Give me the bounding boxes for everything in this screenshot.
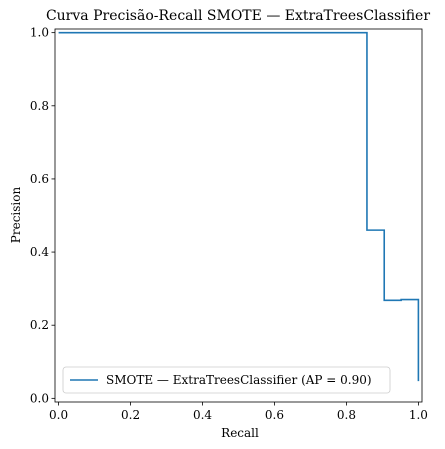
x-tick-label: 1.0: [409, 408, 428, 422]
y-tick-label: 0.2: [30, 318, 49, 332]
plot-area: [55, 29, 422, 402]
y-axis-label: Precision: [9, 187, 23, 244]
legend: SMOTE — ExtraTreesClassifier (AP = 0.90): [62, 366, 391, 394]
x-tick-label: 0.4: [193, 408, 212, 422]
y-tick-label: 1.0: [30, 26, 49, 40]
x-tick-label: 0.2: [121, 408, 140, 422]
x-axis-label: Recall: [221, 426, 259, 440]
legend-entry: SMOTE — ExtraTreesClassifier (AP = 0.90): [106, 373, 372, 387]
x-tick-label: 0.0: [49, 408, 68, 422]
y-tick-label: 0.0: [30, 391, 49, 405]
y-axis-ticks: 0.0 0.2 0.4 0.6 0.8 1.0: [30, 26, 55, 405]
y-tick-label: 0.6: [30, 172, 49, 186]
chart-title: Curva Precisão-Recall SMOTE — ExtraTrees…: [46, 8, 430, 24]
legend-box: [62, 366, 391, 394]
series-line: [58, 31, 420, 382]
x-tick-label: 0.6: [265, 408, 284, 422]
y-tick-label: 0.8: [30, 99, 49, 113]
x-tick-label: 0.8: [337, 408, 356, 422]
x-axis-ticks: 0.0 0.2 0.4 0.6 0.8 1.0: [49, 402, 428, 422]
plot-frame: [54, 28, 423, 403]
y-tick-label: 0.4: [30, 245, 49, 259]
